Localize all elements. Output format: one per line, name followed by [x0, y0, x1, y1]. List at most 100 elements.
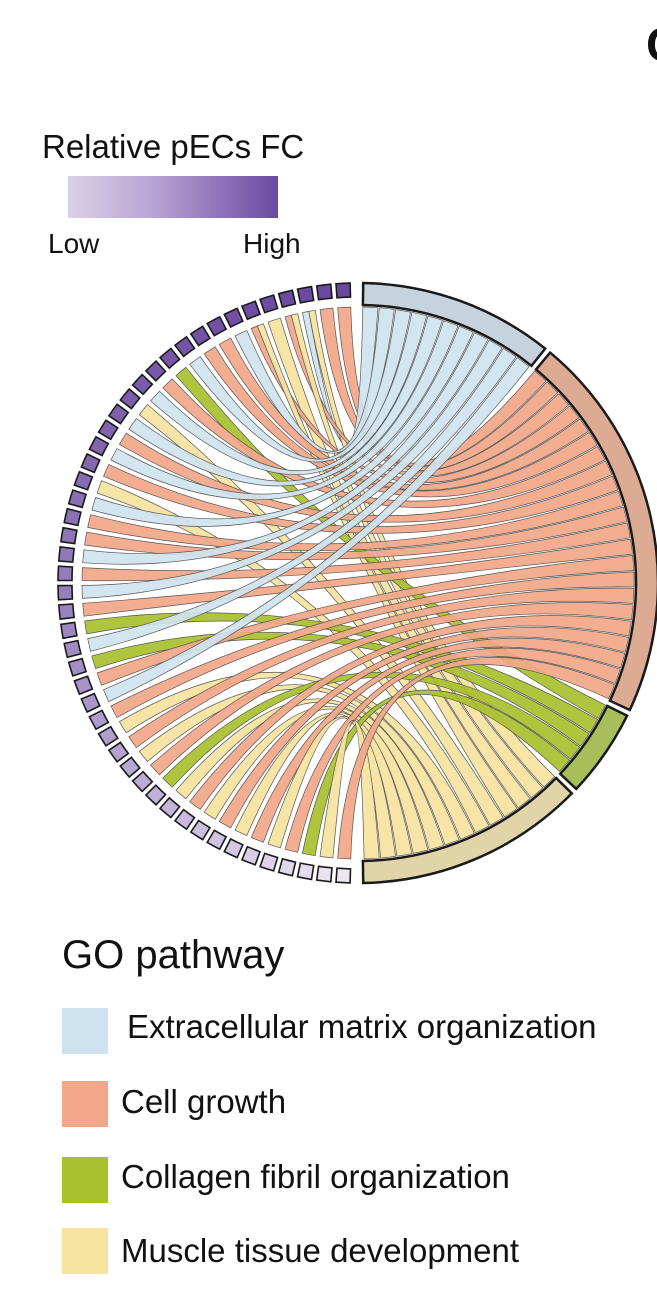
gene-fc-squares	[57, 282, 352, 884]
legend-label-cell-growth: Cell growth	[121, 1083, 287, 1120]
gene-square	[206, 315, 228, 337]
gene-square	[315, 283, 333, 301]
gene-square	[88, 435, 110, 457]
legend-label-collagen: Collagen fibril organization	[121, 1158, 510, 1195]
gene-square	[189, 819, 212, 841]
gene-square	[277, 857, 297, 877]
gene-square	[315, 865, 333, 883]
chord-ribbon	[267, 716, 396, 859]
chord-ribbon	[128, 315, 443, 487]
chord-ribbon	[82, 538, 633, 617]
gene-square	[131, 770, 154, 793]
chord-ribbon	[150, 311, 428, 476]
chord-ribbon	[337, 306, 547, 467]
legend-swatch-ecm	[62, 1008, 108, 1054]
chord-ribbons	[81, 306, 635, 860]
gene-square	[335, 867, 352, 884]
sector-muscle	[361, 776, 574, 885]
gene-square	[296, 862, 315, 881]
gene-square	[57, 565, 74, 582]
chord-ribbon	[203, 706, 429, 854]
chord-ribbon	[301, 689, 571, 857]
legend-swatch-muscle	[62, 1228, 108, 1274]
chord-ribbon	[162, 671, 581, 788]
gene-square	[97, 725, 119, 747]
gene-square	[73, 470, 94, 491]
chord-ribbon	[110, 571, 635, 718]
chord-ribbon	[84, 612, 599, 734]
gene-square	[63, 639, 82, 659]
gene-square	[107, 403, 130, 425]
gene-square	[335, 282, 352, 299]
gene-square	[158, 347, 181, 370]
gene-square	[57, 603, 75, 620]
chord-ribbon	[91, 631, 590, 747]
sector-collagen	[558, 704, 629, 791]
gene-square	[296, 285, 315, 304]
gene-square	[107, 741, 130, 763]
chord-ribbon	[189, 615, 632, 810]
gene-square	[63, 507, 82, 527]
fc-high-label: High	[243, 228, 301, 259]
legend-label-muscle: Muscle tissue development	[121, 1232, 520, 1269]
sector-ecm	[361, 281, 547, 368]
gene-square	[131, 373, 154, 396]
chord-ribbon	[189, 309, 412, 463]
gene-square	[60, 621, 78, 640]
gene-square	[80, 692, 101, 714]
gene-square	[88, 709, 110, 731]
gene-square	[80, 452, 101, 474]
gene-square	[277, 289, 297, 309]
gene-square	[97, 419, 119, 441]
legend-swatch-cell-growth	[62, 1081, 108, 1127]
gene-square	[259, 294, 279, 314]
chord-ribbon	[103, 357, 530, 703]
panel-label: C	[646, 18, 657, 73]
gene-square	[223, 307, 244, 329]
chord-ribbon	[110, 320, 459, 501]
gene-square	[173, 335, 196, 358]
pathway-sectors	[361, 281, 657, 885]
chord-ribbon	[82, 332, 489, 565]
chord-ribbon	[175, 698, 445, 851]
chord-ribbon	[81, 522, 631, 582]
gene-square	[144, 784, 167, 807]
gene-square	[67, 489, 88, 509]
gene-square	[189, 325, 212, 347]
gene-square	[240, 845, 262, 866]
gene-square	[206, 829, 228, 851]
gene-square	[158, 796, 181, 819]
gene-square	[57, 546, 75, 563]
chord-ribbon	[234, 711, 413, 857]
legend-swatch-collagen	[62, 1157, 108, 1203]
gene-square	[67, 657, 88, 677]
chord-ribbon	[118, 432, 613, 523]
chord-ribbon	[96, 555, 635, 686]
gene-square	[144, 359, 167, 382]
chord-ribbon	[218, 626, 630, 829]
fc-gradient-bar	[68, 176, 278, 218]
sector-cell-growth	[534, 350, 657, 712]
fc-legend-title: Relative pECs FC	[42, 128, 305, 165]
gene-square	[223, 837, 244, 859]
chord-ribbon	[290, 313, 544, 799]
chord-ribbon	[234, 307, 395, 454]
gene-square	[119, 756, 141, 779]
go-legend-title: GO pathway	[62, 933, 285, 977]
chord-ribbon	[128, 587, 635, 748]
gene-square	[119, 387, 141, 410]
gene-square	[240, 300, 262, 321]
gene-square	[57, 584, 74, 601]
chord-ribbon	[87, 490, 624, 552]
gene-square	[259, 852, 279, 872]
chord-ribbon	[284, 647, 621, 853]
chord-ribbon	[91, 325, 474, 527]
legend-label-ecm: Extracellular matrix organization	[127, 1008, 597, 1045]
chord-ribbon	[250, 637, 626, 843]
chord-ribbon	[87, 347, 517, 652]
fc-low-label: Low	[48, 228, 100, 259]
chord-ribbon	[337, 656, 616, 860]
chord-ribbon	[81, 339, 503, 599]
chord-ribbon	[203, 346, 598, 498]
